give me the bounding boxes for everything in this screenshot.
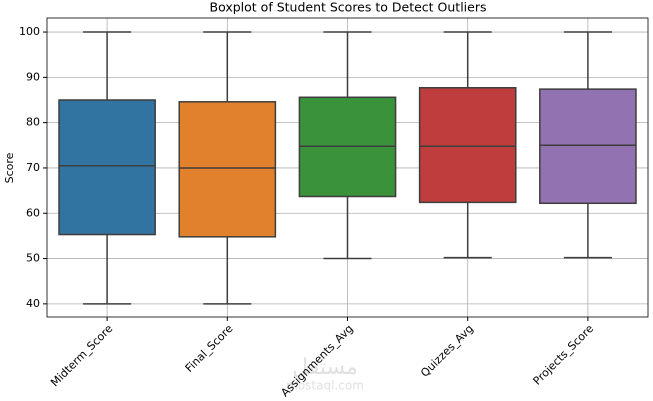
x-tick-label: Final_Score <box>183 322 236 375</box>
y-tick-label: 70 <box>26 161 40 174</box>
y-tick-label: 90 <box>26 70 40 83</box>
watermark: مستقل <box>292 355 358 380</box>
plot-frame <box>46 17 649 318</box>
box <box>58 99 156 236</box>
watermark: mostaql.com <box>286 379 364 393</box>
y-tick-label: 40 <box>26 297 40 310</box>
y-axis-label: Score <box>3 152 16 183</box>
x-tick-label: Midterm_Score <box>48 322 115 389</box>
box <box>178 101 277 238</box>
y-tick-label: 60 <box>26 206 40 219</box>
box <box>418 87 517 204</box>
y-tick-label: 100 <box>19 25 40 38</box>
y-tick-label: 80 <box>26 116 40 129</box>
chart-title: Boxplot of Student Scores to Detect Outl… <box>210 0 487 15</box>
box <box>539 88 637 205</box>
x-tick-label: Quizzes_Avg <box>418 322 476 380</box>
x-tick-label: Projects_Score <box>531 322 597 388</box>
y-tick-label: 50 <box>26 252 40 265</box>
